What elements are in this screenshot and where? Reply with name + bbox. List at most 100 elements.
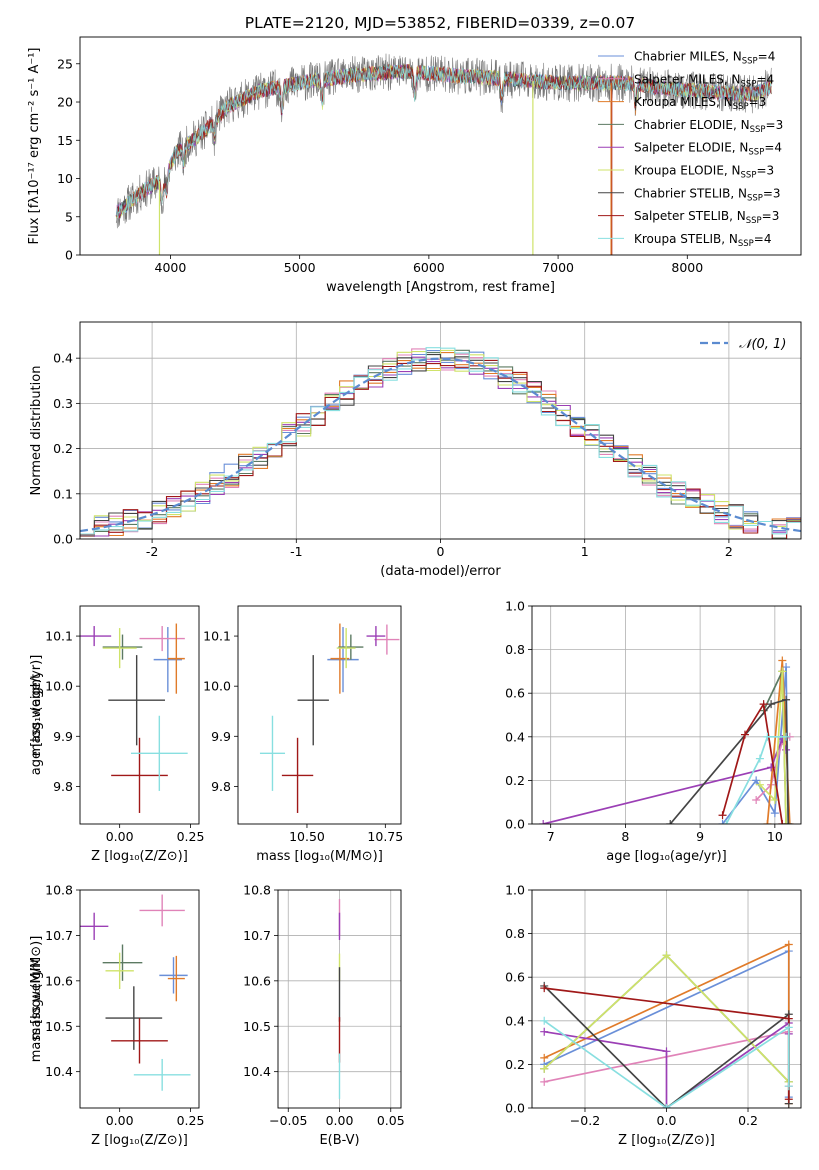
- plot-area: [80, 623, 188, 813]
- weight-marker-salpeter_stelib: [540, 984, 549, 993]
- legend-sub: SSP: [742, 57, 758, 67]
- weight-marker-kroupa_stelib: [755, 754, 764, 763]
- weight-marker-salpeter_elodie: [540, 1027, 549, 1036]
- x-tick-label: 0.05: [377, 1113, 405, 1128]
- y-tick-label: 0.4: [505, 729, 525, 744]
- legend-suffix: =4: [758, 50, 776, 64]
- legend-suffix: =3: [749, 95, 767, 109]
- weight-marker-salpeter_stelib: [718, 811, 727, 820]
- legend-suffix: =4: [764, 141, 782, 155]
- plot-area: [80, 322, 801, 539]
- y-tick-label: 0.2: [53, 441, 73, 456]
- chart-title: PLATE=2120, MJD=53852, FIBERID=0339, z=0…: [245, 14, 635, 32]
- panel-age-vs-Z: 0.00 0.25 9.8 9.9 10.0 10.1 Z [log₁₀(Z/Z⊙)] age…: [29, 605, 204, 864]
- weight-marker-kroupa_stelib: [722, 820, 731, 824]
- legend-sub: SSP: [738, 239, 754, 249]
- legend-sub: SSP: [747, 193, 763, 203]
- plot-area: [532, 606, 801, 824]
- panel-mass-weight-vs-Z: −0.2 0.0 0.2 0.0 0.2 0.4 0.6 0.8 1.0 Z [log₁₀(Z/Z…: [29, 883, 802, 1148]
- axes-frame: [79, 321, 802, 540]
- legend-entry: Kroupa MILES, NSSP=3: [634, 95, 766, 112]
- residual-histogram-kroupa_stelib: [80, 347, 801, 535]
- legend-entry: Chabrier MILES, NSSP=4: [634, 50, 775, 67]
- x-tick-label: 5000: [284, 260, 316, 275]
- weight-marker-kroupa_stelib: [763, 732, 772, 741]
- weight-line-salpeter_elodie: [542, 736, 787, 824]
- axes-frame: [237, 605, 402, 825]
- y-tick-label: 0.0: [505, 817, 525, 832]
- panel-age-vs-mass: 10.50 10.75 9.8 9.9 10.0 10.1 mass [log₁₀(M/M⊙…: [203, 605, 403, 864]
- axes-frame: [79, 889, 200, 1109]
- x-tick-label: 10.75: [367, 829, 403, 844]
- weight-marker-salpeter_miles: [752, 796, 761, 805]
- y-tick-label: 10.6: [45, 973, 73, 988]
- plot-area: [532, 890, 801, 1108]
- weight-marker-kroupa_miles: [784, 940, 793, 949]
- y-tick-label: 10.1: [203, 629, 231, 644]
- x-tick-label: −0.2: [570, 1113, 600, 1128]
- weight-marker-kroupa_elodie: [770, 796, 779, 805]
- legend-label: Kroupa STELIB, N: [634, 232, 738, 246]
- x-tick-label: 9: [696, 829, 704, 844]
- y-tick-label: 10.6: [243, 973, 271, 988]
- x-axis-label: E(B-V): [319, 1133, 359, 1148]
- weight-marker-salpeter_elodie: [662, 1047, 671, 1056]
- x-tick-label: 2: [725, 544, 733, 559]
- legend-suffix: =3: [762, 209, 780, 223]
- y-tick-label: 0.0: [505, 1101, 525, 1116]
- y-tick-label: 0.6: [505, 686, 525, 701]
- legend-label: Kroupa MILES, N: [634, 95, 733, 109]
- x-tick-label: 10.50: [289, 829, 325, 844]
- y-tick-label: 10.0: [203, 679, 231, 694]
- weight-marker-salpeter_stelib: [784, 1095, 793, 1104]
- y-tick-label: 0.0: [53, 532, 73, 547]
- panel-mass-weight-vs-age: 7 8 9 10 0.0 0.2 0.4 0.6 0.8 1.0 age [log₁₀(age/yr…: [29, 599, 802, 864]
- y-tick-label: 1.0: [505, 883, 525, 898]
- y-axis-label: mass [log₁₀(M/M⊙)]: [29, 936, 44, 1063]
- weight-marker-salpeter_stelib: [740, 730, 749, 739]
- weight-marker-chabrier_stelib: [666, 820, 675, 824]
- model-spectrum-kroupa_elodie: [115, 65, 772, 219]
- x-tick-label: 0: [437, 544, 445, 559]
- y-tick-label: 9.8: [211, 779, 231, 794]
- weight-line-kroupa_elodie: [759, 671, 787, 824]
- x-tick-label: 1: [581, 544, 589, 559]
- y-tick-label: 0: [65, 248, 73, 263]
- weight-marker-kroupa_elodie: [540, 1064, 549, 1073]
- weight-marker-kroupa_miles: [785, 820, 794, 824]
- y-tick-label: 10.8: [243, 883, 271, 898]
- weight-marker-chabrier_miles: [718, 820, 727, 824]
- weight-marker-salpeter_miles: [540, 1077, 549, 1086]
- y-tick-label: 10.1: [45, 629, 73, 644]
- weight-marker-chabrier_miles: [752, 776, 761, 785]
- legend-suffix: =3: [756, 164, 774, 178]
- x-tick-label: 0.00: [326, 1113, 354, 1128]
- weight-marker-chabrier_stelib: [767, 700, 776, 709]
- legend-entry: Salpeter STELIB, NSSP=3: [634, 209, 779, 226]
- weight-line-salpeter_stelib: [721, 701, 784, 824]
- x-axis-label: (data-model)/error: [380, 564, 501, 579]
- y-tick-label: 10: [57, 171, 73, 186]
- weight-marker-kroupa_miles: [778, 656, 787, 665]
- panel-spectrum: 4000 5000 6000 7000 8000 0 5 10 15 20 25 wavelength…: [27, 14, 802, 295]
- x-axis-label: mass [log₁₀(M/M⊙)]: [256, 849, 383, 864]
- axes-frame: [79, 36, 802, 256]
- x-tick-label: 0.0: [657, 1113, 677, 1128]
- axes-frame: [531, 605, 802, 825]
- weight-marker-salpeter_elodie: [539, 820, 548, 824]
- legend-entry: Salpeter MILES, NSSP=4: [634, 72, 774, 89]
- legend-sub: SSP: [733, 102, 749, 112]
- y-tick-label: 10.5: [45, 1019, 73, 1034]
- legend-suffix: =4: [756, 72, 774, 86]
- residual-histogram-kroupa_elodie: [80, 349, 801, 536]
- x-axis-label: Z [log₁₀(Z/Z⊙)]: [618, 1133, 715, 1148]
- plot-area: [115, 53, 772, 255]
- y-tick-label: 0.4: [53, 351, 73, 366]
- weight-marker-chabrier_miles: [770, 809, 779, 818]
- legend-entry: Kroupa ELODIE, NSSP=3: [634, 164, 774, 181]
- legend-label: Salpeter MILES, N: [634, 72, 741, 86]
- x-tick-label: 0.25: [177, 1113, 205, 1128]
- y-axis-label: Normed distribution: [29, 366, 44, 496]
- plot-area: [259, 623, 400, 813]
